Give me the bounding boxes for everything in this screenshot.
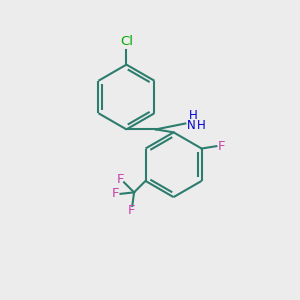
Text: F: F — [116, 173, 124, 186]
Text: H: H — [197, 119, 206, 132]
Text: H: H — [189, 109, 198, 122]
Text: F: F — [128, 204, 135, 218]
Text: N: N — [187, 119, 196, 132]
Text: Cl: Cl — [120, 35, 133, 48]
Text: F: F — [112, 187, 119, 200]
Text: F: F — [218, 140, 225, 153]
